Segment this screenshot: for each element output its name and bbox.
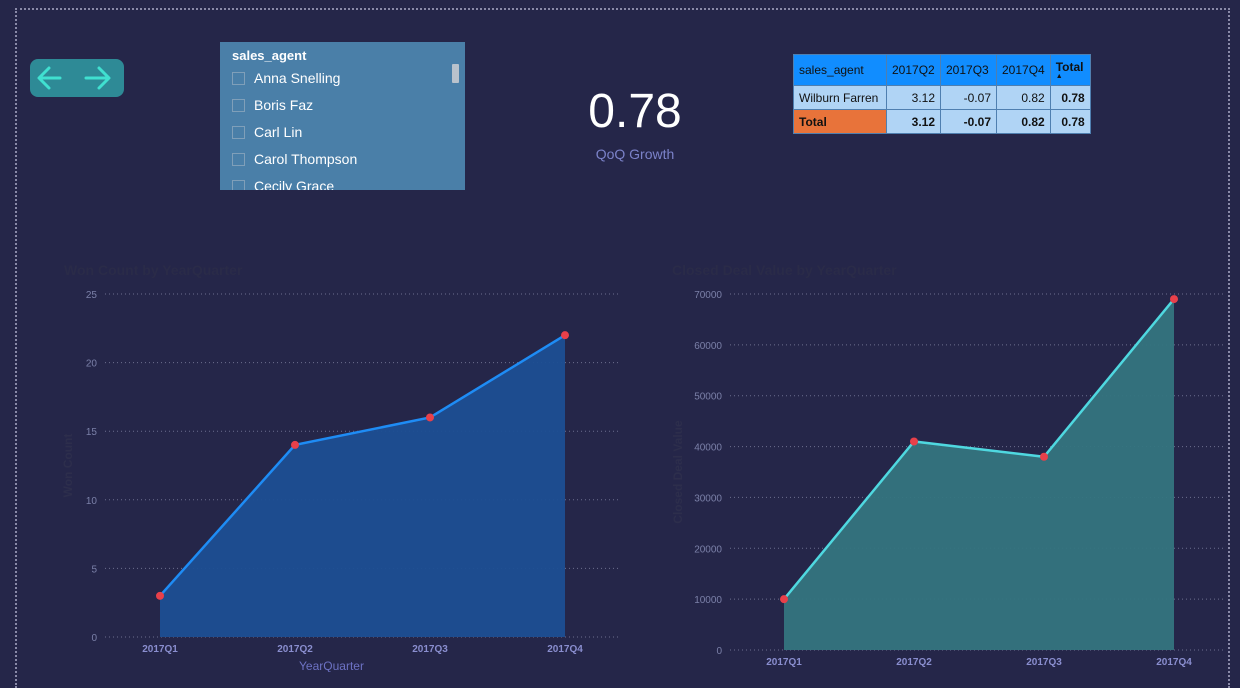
data-point[interactable] [426, 413, 434, 422]
y-tick-label: 20 [86, 359, 98, 370]
area-fill [160, 335, 565, 637]
matrix-header-label: Total [1055, 60, 1084, 74]
slicer-item-label: Carl Lin [254, 124, 303, 140]
y-tick-label: 5 [91, 564, 97, 575]
kpi-label: QoQ Growth [595, 146, 675, 162]
report-canvas-border [15, 8, 1230, 688]
data-point[interactable] [1040, 452, 1048, 461]
checkbox-icon[interactable] [232, 71, 245, 85]
arrow-right-icon[interactable] [80, 61, 116, 95]
y-tick-label: 70000 [694, 290, 722, 301]
x-tick-label: 2017Q1 [766, 657, 802, 668]
growth-matrix: sales_agent 2017Q2 2017Q3 2017Q4 Total ▲… [793, 54, 1091, 134]
x-tick-label: 2017Q3 [1026, 657, 1062, 668]
data-point[interactable] [561, 331, 569, 340]
closed-deal-value-area-chart: 0 10000 20000 30000 40000 50000 60000 70000 2017… [671, 290, 1225, 668]
cell-value: -0.07 [940, 85, 997, 110]
total-label: Total [793, 109, 887, 134]
data-point[interactable] [910, 437, 918, 446]
y-tick-label: 10 [86, 496, 98, 507]
cell-value: 3.12 [886, 85, 941, 110]
y-tick-label: 0 [91, 633, 97, 644]
data-point[interactable] [1170, 295, 1178, 304]
matrix-header[interactable]: 2017Q3 [940, 54, 997, 86]
arrow-left-icon[interactable] [32, 61, 68, 95]
y-tick-label: 20000 [694, 544, 722, 555]
y-tick-label: 25 [86, 290, 98, 301]
y-tick-label: 0 [716, 646, 722, 657]
slicer-item-label: Carol Thompson [254, 151, 358, 167]
checkbox-icon[interactable] [232, 125, 245, 139]
y-tick-label: 30000 [694, 493, 722, 504]
cell-value: 0.82 [996, 85, 1051, 110]
x-tick-label: 2017Q4 [1156, 657, 1192, 668]
y-axis-label: Closed Deal Value [671, 420, 685, 524]
chart-title-closed-deal-value: Closed Deal Value by YearQuarter [672, 262, 897, 278]
page-navigation [30, 59, 124, 97]
data-point[interactable] [780, 595, 788, 604]
kpi-value: 0.78 [588, 85, 682, 138]
y-tick-label: 60000 [694, 341, 722, 352]
checkbox-icon[interactable] [232, 179, 245, 190]
x-tick-label: 2017Q4 [547, 644, 583, 655]
x-tick-label: 2017Q1 [142, 644, 178, 655]
y-tick-label: 50000 [694, 392, 722, 403]
matrix-header[interactable]: 2017Q2 [886, 54, 941, 86]
matrix-header-row: sales_agent 2017Q2 2017Q3 2017Q4 Total ▲ [793, 54, 1091, 86]
sort-ascending-icon: ▲ [1055, 73, 1063, 80]
sales-agent-slicer: sales_agent Anna Snelling Boris Faz Carl… [220, 42, 465, 190]
matrix-header[interactable]: sales_agent [793, 54, 887, 86]
matrix-header[interactable]: 2017Q4 [996, 54, 1051, 86]
slicer-item[interactable]: Boris Faz [232, 93, 452, 117]
table-row: Wilburn Farren 3.12 -0.07 0.82 0.78 [793, 85, 1091, 110]
x-tick-label: 2017Q2 [277, 644, 313, 655]
slicer-item-label: Cecily Grace [254, 178, 335, 190]
total-value: 3.12 [886, 109, 941, 134]
matrix-header-total[interactable]: Total ▲ [1049, 54, 1091, 86]
y-tick-label: 40000 [694, 443, 722, 454]
x-tick-label: 2017Q2 [896, 657, 932, 668]
total-value: 0.82 [996, 109, 1051, 134]
total-value: -0.07 [940, 109, 997, 134]
slicer-item[interactable]: Carol Thompson [232, 147, 452, 171]
data-point[interactable] [156, 591, 164, 600]
slicer-scrollbar[interactable] [452, 64, 459, 83]
cell-value: 0.78 [1049, 85, 1091, 110]
slicer-item[interactable]: Anna Snelling [232, 66, 452, 90]
slicer-item[interactable]: Carl Lin [232, 120, 452, 144]
total-value: 0.78 [1049, 109, 1091, 134]
slicer-title: sales_agent [232, 48, 307, 63]
slicer-item[interactable]: Cecily Grace [232, 174, 452, 190]
data-point[interactable] [291, 440, 299, 449]
area-fill [784, 299, 1174, 650]
row-label: Wilburn Farren [793, 85, 887, 110]
x-axis-label: YearQuarter [299, 659, 364, 672]
slicer-item-label: Boris Faz [254, 97, 314, 113]
slicer-item-label: Anna Snelling [254, 70, 341, 86]
series-line [783, 298, 1175, 600]
won-count-area-chart: 0 5 10 15 20 25 2017Q1 2017Q2 2017Q3 2017Q4 YearQu… [61, 290, 618, 672]
y-axis-label: Won Count [61, 434, 75, 498]
y-tick-label: 15 [86, 427, 98, 438]
chart-title-won-count: Won Count by YearQuarter [64, 262, 243, 278]
y-tick-label: 10000 [694, 595, 722, 606]
checkbox-icon[interactable] [232, 98, 245, 112]
checkbox-icon[interactable] [232, 152, 245, 166]
x-tick-label: 2017Q3 [412, 644, 448, 655]
series-line [159, 334, 566, 597]
total-row: Total 3.12 -0.07 0.82 0.78 [793, 109, 1091, 134]
